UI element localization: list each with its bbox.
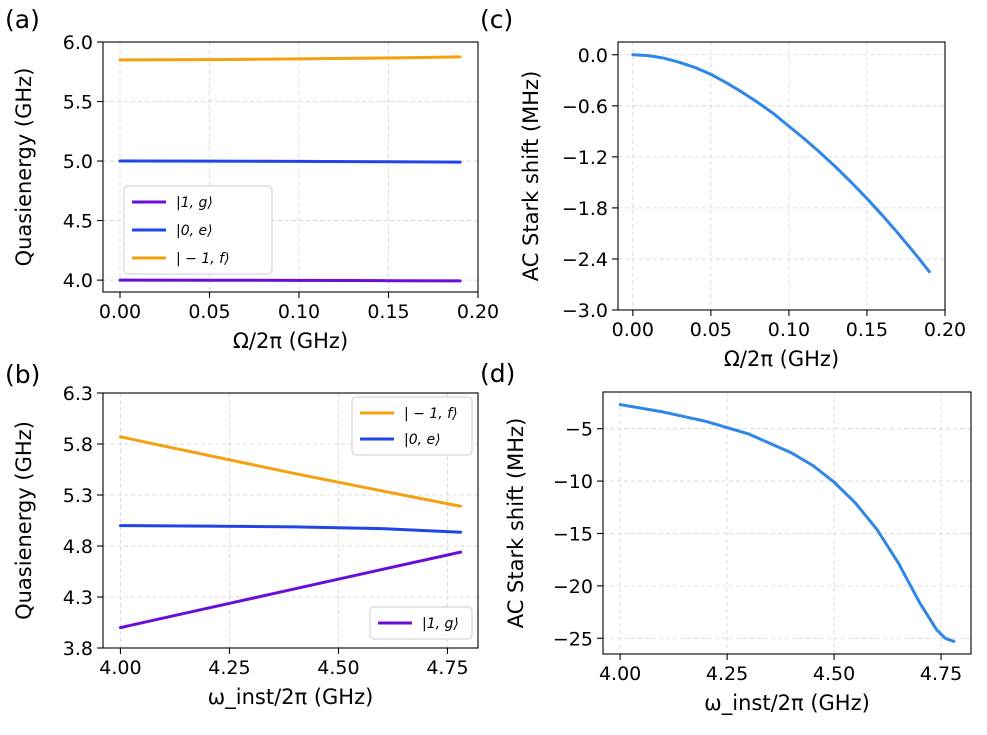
y-tick-label: 5.3 — [63, 485, 93, 507]
y-tick-label: 4.0 — [63, 270, 93, 292]
y-tick-label: 6.0 — [63, 32, 93, 54]
x-axis-label: ω_inst/2π (GHz) — [208, 685, 374, 710]
x-tick-label: 0.00 — [612, 319, 654, 341]
y-tick-label: 4.5 — [63, 211, 93, 233]
legend: | − 1, f⟩ |0, e⟩ — [351, 396, 473, 456]
y-tick-label: −2.4 — [562, 249, 608, 271]
x-tick-label: 4.75 — [426, 657, 468, 679]
panel-label: (d) — [480, 359, 515, 388]
legend-label: | − 1, f⟩ — [404, 406, 458, 422]
x-axis-label: Ω/2π (GHz) — [233, 329, 348, 353]
y-tick-label: −15 — [553, 523, 593, 545]
x-tick-label: 0.15 — [367, 301, 409, 323]
x-tick-label: 4.25 — [208, 657, 250, 679]
legend-label: |0, e⟩ — [404, 432, 441, 448]
y-tick-label: −1.8 — [562, 198, 608, 220]
series-line-1 — [118, 435, 463, 508]
y-tick-label: 4.3 — [63, 587, 93, 609]
series-line-2 — [118, 524, 463, 534]
panel-a: (a) 0.00 0.05 0.10 0.15 0.20 4.0 4.5 5.0 5.5 6.0 Ω/… — [5, 5, 499, 353]
series-line-1 — [118, 278, 462, 283]
y-axis-label: AC Stark shift (MHz) — [504, 418, 528, 629]
series-line-3 — [118, 55, 462, 62]
legend: |1, g⟩ |0, e⟩ | − 1, f⟩ — [123, 185, 273, 275]
x-tick-label: 4.75 — [920, 663, 962, 685]
legend-label: | − 1, f⟩ — [176, 251, 230, 267]
panel-d: (d) 4.00 4.25 4.50 4.75 −5 −10 −15 −20 −25 ω_inst/… — [480, 359, 972, 716]
legend: |1, g⟩ — [369, 606, 473, 640]
x-tick-label: 0.05 — [188, 301, 230, 323]
series-line-3 — [118, 550, 463, 630]
panel-b: (b) 4.00 4.25 4.50 4.75 3.8 4.3 4.8 5.3 5.8 6.3 ω_i… — [5, 360, 479, 710]
y-tick-label: 6.3 — [63, 383, 93, 405]
x-tick-label: 4.00 — [599, 663, 641, 685]
x-tick-label: 0.20 — [457, 301, 499, 323]
y-tick-label: −25 — [553, 628, 593, 650]
y-tick-label: 5.5 — [63, 92, 93, 114]
x-tick-label: 4.50 — [813, 663, 855, 685]
y-axis-label: Quasienergy (GHz) — [12, 421, 36, 620]
panel-c: (c) 0.00 0.05 0.10 0.15 0.20 0.0 −0.6 −1.2 −1.8 −2… — [480, 5, 966, 371]
x-tick-label: 0.00 — [99, 301, 141, 323]
y-axis-label: Quasienergy (GHz) — [12, 68, 36, 267]
y-tick-label: 5.0 — [63, 151, 93, 173]
legend-label: |1, g⟩ — [422, 616, 459, 632]
y-tick-label: −10 — [553, 471, 593, 493]
x-tick-label: 0.15 — [846, 319, 888, 341]
legend-box — [123, 185, 273, 275]
plot-frame — [102, 41, 479, 293]
y-tick-label: −20 — [553, 576, 593, 598]
legend-box — [369, 606, 473, 640]
y-axis-label: AC Stark shift (MHz) — [519, 71, 543, 282]
y-tick-label: 4.8 — [63, 536, 93, 558]
y-tick-label: −3.0 — [562, 300, 608, 322]
plot-frame — [617, 41, 946, 311]
legend-label: |1, g⟩ — [176, 195, 213, 211]
panel-label: (a) — [5, 5, 40, 34]
legend-label: |0, e⟩ — [176, 223, 213, 239]
x-axis-label: Ω/2π (GHz) — [724, 347, 839, 371]
x-tick-label: 0.10 — [768, 319, 810, 341]
x-tick-label: 4.25 — [706, 663, 748, 685]
x-tick-label: 4.00 — [99, 657, 141, 679]
x-axis-label: ω_inst/2π (GHz) — [704, 691, 870, 716]
x-tick-label: 0.05 — [690, 319, 732, 341]
x-tick-label: 4.50 — [317, 657, 359, 679]
y-tick-label: −5 — [565, 419, 593, 441]
y-tick-label: −1.2 — [562, 147, 608, 169]
x-tick-label: 0.10 — [278, 301, 320, 323]
y-tick-label: −0.6 — [562, 96, 608, 118]
plot-frame — [602, 391, 972, 655]
y-tick-label: 5.8 — [63, 434, 93, 456]
y-tick-label: 0.0 — [578, 45, 608, 67]
series-line-1 — [618, 403, 956, 643]
plot-frame — [102, 392, 479, 649]
y-tick-label: 3.8 — [63, 638, 93, 660]
panel-label: (b) — [5, 360, 40, 389]
panel-label: (c) — [480, 5, 513, 34]
series-line-1 — [631, 53, 931, 274]
series-line-2 — [118, 159, 462, 164]
x-tick-label: 0.20 — [924, 319, 966, 341]
